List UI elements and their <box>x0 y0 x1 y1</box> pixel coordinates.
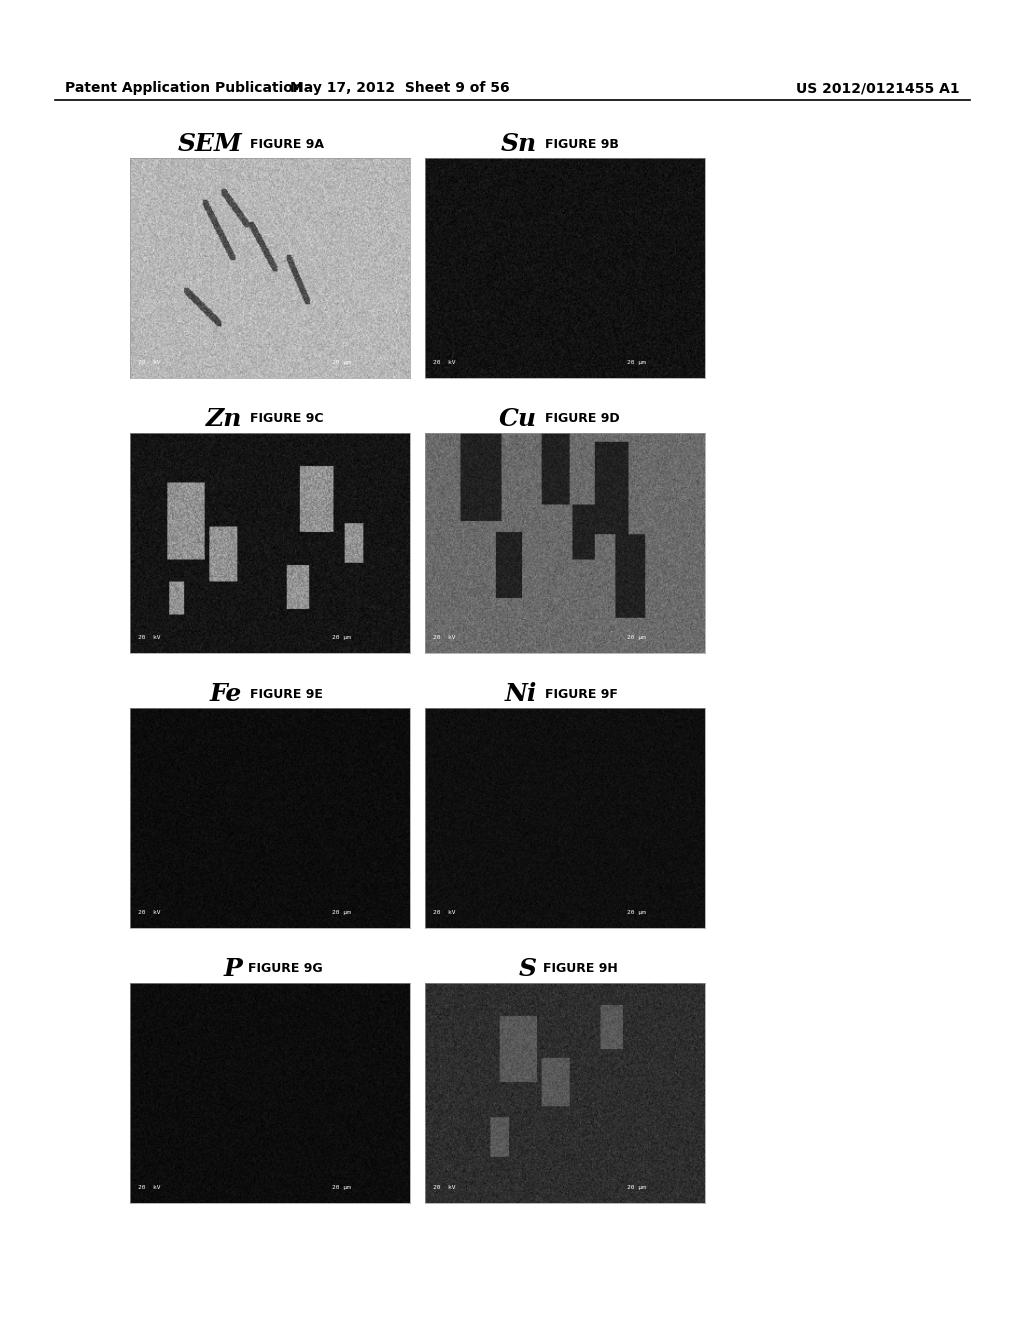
Text: FIGURE 9G: FIGURE 9G <box>248 962 323 975</box>
Text: 20 µm: 20 µm <box>332 360 350 364</box>
Text: 20 µm: 20 µm <box>627 635 645 640</box>
Text: 20 µm: 20 µm <box>332 1185 350 1189</box>
Text: FIGURE 9D: FIGURE 9D <box>545 412 620 425</box>
Text: S: S <box>519 957 537 981</box>
Text: 20 µm: 20 µm <box>332 909 350 915</box>
Text: FIGURE 9H: FIGURE 9H <box>543 962 617 975</box>
Text: Fe: Fe <box>210 682 242 706</box>
Text: 20  kV: 20 kV <box>138 360 161 364</box>
Text: 20  kV: 20 kV <box>138 909 161 915</box>
Text: FIGURE 9A: FIGURE 9A <box>250 137 324 150</box>
Text: Patent Application Publication: Patent Application Publication <box>65 81 303 95</box>
Text: FIGURE 9C: FIGURE 9C <box>250 412 324 425</box>
Text: 20 µm: 20 µm <box>627 909 645 915</box>
Text: P: P <box>223 957 242 981</box>
Text: 20  kV: 20 kV <box>138 1185 161 1189</box>
Text: FIGURE 9E: FIGURE 9E <box>250 688 323 701</box>
Text: 20  kV: 20 kV <box>433 909 456 915</box>
Text: Cu: Cu <box>499 407 537 432</box>
Text: 20  kV: 20 kV <box>138 635 161 640</box>
Text: Zn: Zn <box>206 407 242 432</box>
Text: 20  kV: 20 kV <box>433 1185 456 1189</box>
Text: FIGURE 9B: FIGURE 9B <box>545 137 618 150</box>
Text: 20 µm: 20 µm <box>627 360 645 364</box>
Text: Sn: Sn <box>501 132 537 156</box>
Text: FIGURE 9F: FIGURE 9F <box>545 688 617 701</box>
Text: Ni: Ni <box>505 682 537 706</box>
Text: May 17, 2012  Sheet 9 of 56: May 17, 2012 Sheet 9 of 56 <box>290 81 510 95</box>
Text: 20 µm: 20 µm <box>332 635 350 640</box>
Text: 20 µm: 20 µm <box>627 1185 645 1189</box>
Text: 20  kV: 20 kV <box>433 360 456 364</box>
Text: US 2012/0121455 A1: US 2012/0121455 A1 <box>797 81 961 95</box>
Text: 20  kV: 20 kV <box>433 635 456 640</box>
Text: SEM: SEM <box>177 132 242 156</box>
